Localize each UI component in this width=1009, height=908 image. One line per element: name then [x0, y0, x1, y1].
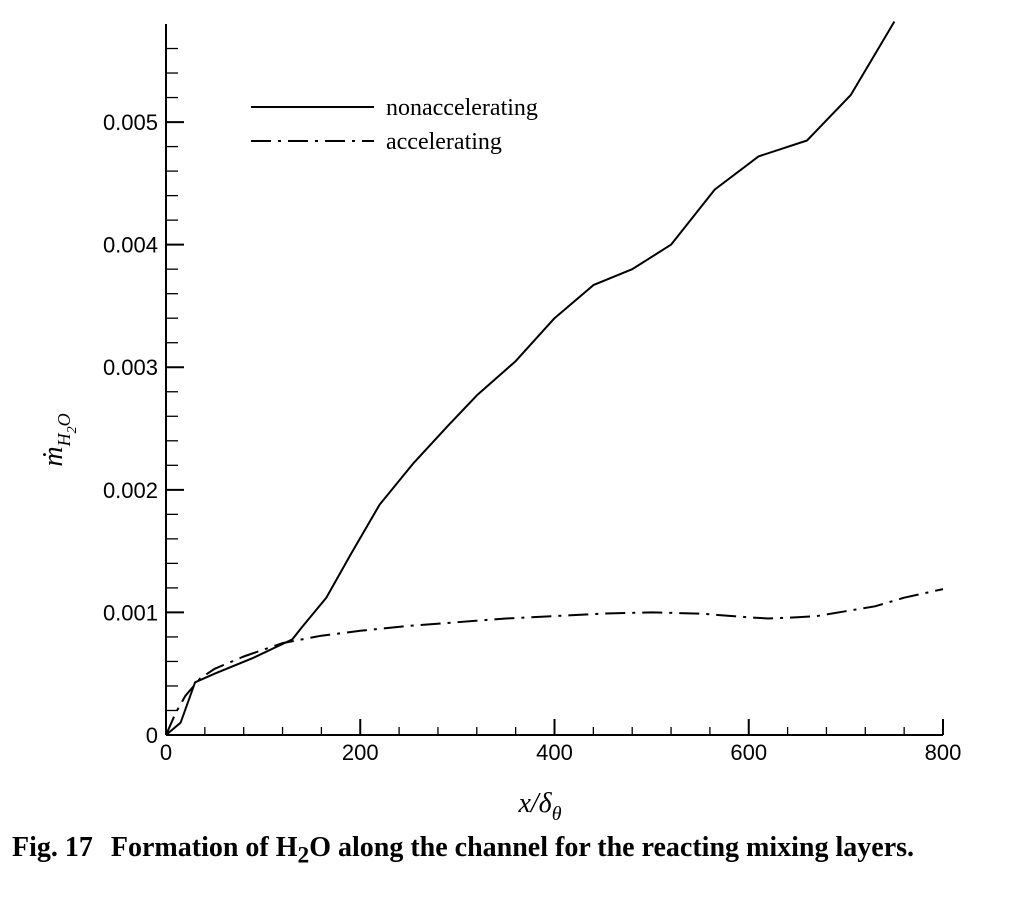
caption-label: Fig. 17 [12, 832, 93, 863]
x-tick-label: 0 [160, 740, 172, 765]
legend-label: accelerating [386, 129, 502, 155]
y-tick-label: 0.004 [103, 233, 158, 258]
x-axis: 0 200 400 600 800 [160, 719, 961, 765]
legend: nonaccelerating accelerating [251, 95, 538, 155]
caption-subscript: 2 [297, 842, 310, 869]
x-tick-label: 600 [730, 740, 767, 765]
series-line-accelerating [165, 588, 944, 736]
x-axis-title-sub: θ [552, 803, 562, 820]
x-axis-title: x/δθ [517, 788, 561, 820]
y-axis-title-main: ṁ [38, 446, 69, 466]
y-axis-title: ṁH2O [38, 413, 80, 466]
y-axis-title-sub: H [54, 432, 74, 447]
chart: 0 200 400 600 800 0 0.001 0.002 0.003 0.004 0.005… [38, 20, 961, 820]
caption-text-before: Formation of H [110, 832, 298, 863]
x-tick-label: 200 [342, 740, 379, 765]
x-tick-label: 400 [536, 740, 573, 765]
svg-text:ṁH2O: ṁH2O [38, 413, 80, 466]
y-tick-label: 0.003 [103, 355, 158, 380]
y-tick-label: 0 [146, 723, 158, 748]
figure-caption: Fig. 17 Formation of H2O along the channe… [12, 830, 992, 874]
y-tick-label: 0.002 [103, 478, 158, 503]
y-tick-label: 0.001 [103, 600, 158, 625]
series-lines [165, 20, 944, 736]
y-axis-title-sub2: O [54, 413, 74, 426]
y-axis: 0 0.001 0.002 0.003 0.004 0.005 [103, 24, 184, 748]
legend-label: nonaccelerating [386, 95, 538, 121]
series-line-nonaccelerating [165, 20, 896, 736]
caption-text-after: O along the channel for the reacting mix… [309, 832, 915, 863]
x-axis-title-main: x/δ [517, 788, 552, 819]
y-tick-label: 0.005 [103, 110, 158, 135]
y-axis-title-subsub: 2 [65, 426, 80, 433]
x-tick-label: 800 [925, 740, 962, 765]
